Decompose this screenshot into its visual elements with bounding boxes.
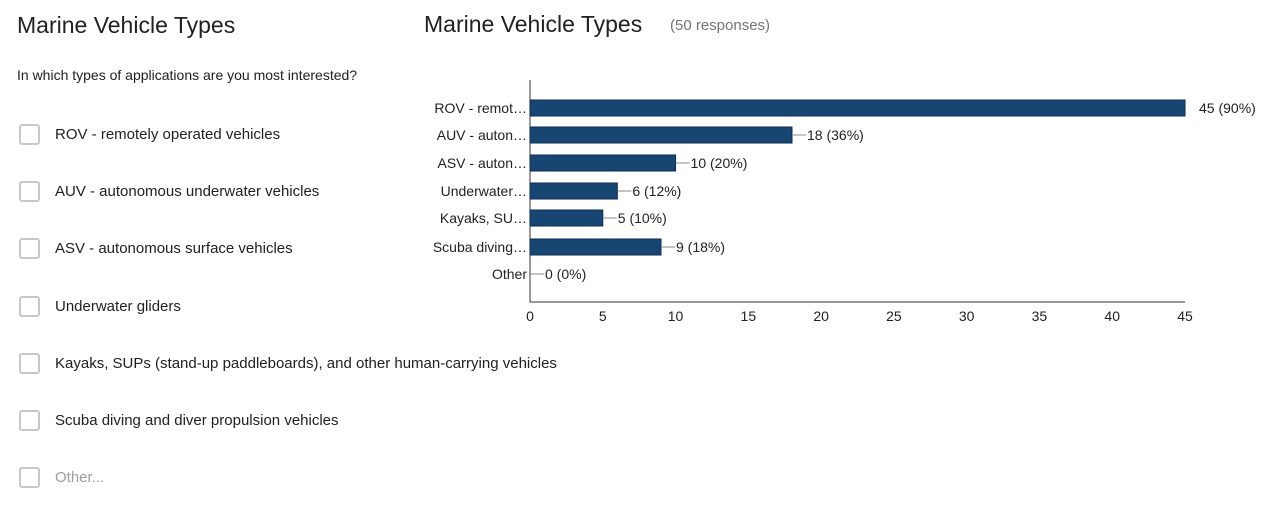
x-tick-label: 45 — [1177, 308, 1193, 324]
data-label: 18 (36%) — [807, 127, 864, 143]
bar — [529, 154, 677, 172]
checkbox[interactable] — [19, 295, 40, 317]
x-tick-label: 0 — [526, 308, 534, 324]
bar — [529, 182, 618, 200]
category-label: Other — [492, 266, 527, 282]
x-tick-label: 20 — [813, 308, 829, 324]
x-tick-label: 40 — [1104, 308, 1120, 324]
option-label: Underwater gliders — [55, 297, 181, 315]
x-tick-label: 30 — [959, 308, 975, 324]
checkbox[interactable] — [19, 409, 40, 431]
bar — [529, 238, 662, 256]
data-label: 45 (90%) — [1199, 100, 1256, 116]
category-label: Underwater… — [441, 183, 527, 199]
option-label: AUV - autonomous underwater vehicles — [55, 182, 320, 200]
checkbox[interactable] — [19, 180, 40, 202]
checkbox[interactable] — [19, 466, 40, 488]
bar — [529, 99, 1186, 117]
bar — [529, 209, 604, 227]
option-label: ASV - autonomous surface vehicles — [55, 239, 293, 257]
checkbox[interactable] — [19, 237, 40, 259]
x-tick-label: 35 — [1032, 308, 1048, 324]
checkbox[interactable] — [19, 352, 40, 374]
bar — [529, 126, 793, 144]
data-label: 10 (20%) — [691, 155, 748, 171]
category-label: Scuba diving… — [433, 239, 527, 255]
option-label: Scuba diving and diver propulsion vehicl… — [55, 411, 339, 429]
x-tick-label: 10 — [668, 308, 684, 324]
question-text: In which types of applications are you m… — [17, 67, 358, 83]
x-tick-label: 25 — [886, 308, 902, 324]
chart-title: Marine Vehicle Types — [424, 11, 643, 37]
response-count: (50 responses) — [670, 17, 771, 34]
x-tick-label: 5 — [599, 308, 607, 324]
category-label: AUV - auton… — [437, 127, 527, 143]
option-label: Kayaks, SUPs (stand-up paddleboards), an… — [55, 354, 557, 372]
option-asv[interactable]: ASV - autonomous surface vehicles — [19, 236, 293, 260]
data-label: 6 (12%) — [632, 183, 681, 199]
category-label: ASV - auton… — [438, 155, 528, 171]
option-other[interactable]: Other... — [19, 465, 104, 489]
option-label: Other... — [55, 468, 105, 486]
checkbox[interactable] — [19, 123, 40, 145]
x-tick-label: 15 — [741, 308, 757, 324]
option-auv[interactable]: AUV - autonomous underwater vehicles — [19, 179, 319, 203]
option-underwater-gliders[interactable]: Underwater gliders — [19, 294, 181, 318]
option-kayaks[interactable]: Kayaks, SUPs (stand-up paddleboards), an… — [19, 351, 557, 375]
category-label: ROV - remot… — [434, 100, 527, 116]
data-label: 5 (10%) — [618, 210, 667, 226]
category-label: Kayaks, SU… — [440, 210, 527, 226]
option-scuba[interactable]: Scuba diving and diver propulsion vehicl… — [19, 408, 339, 432]
data-label: 9 (18%) — [676, 239, 725, 255]
form-title: Marine Vehicle Types — [17, 12, 236, 38]
data-label: 0 (0%) — [545, 266, 586, 282]
option-label: ROV - remotely operated vehicles — [55, 125, 281, 143]
option-rov[interactable]: ROV - remotely operated vehicles — [19, 122, 280, 146]
